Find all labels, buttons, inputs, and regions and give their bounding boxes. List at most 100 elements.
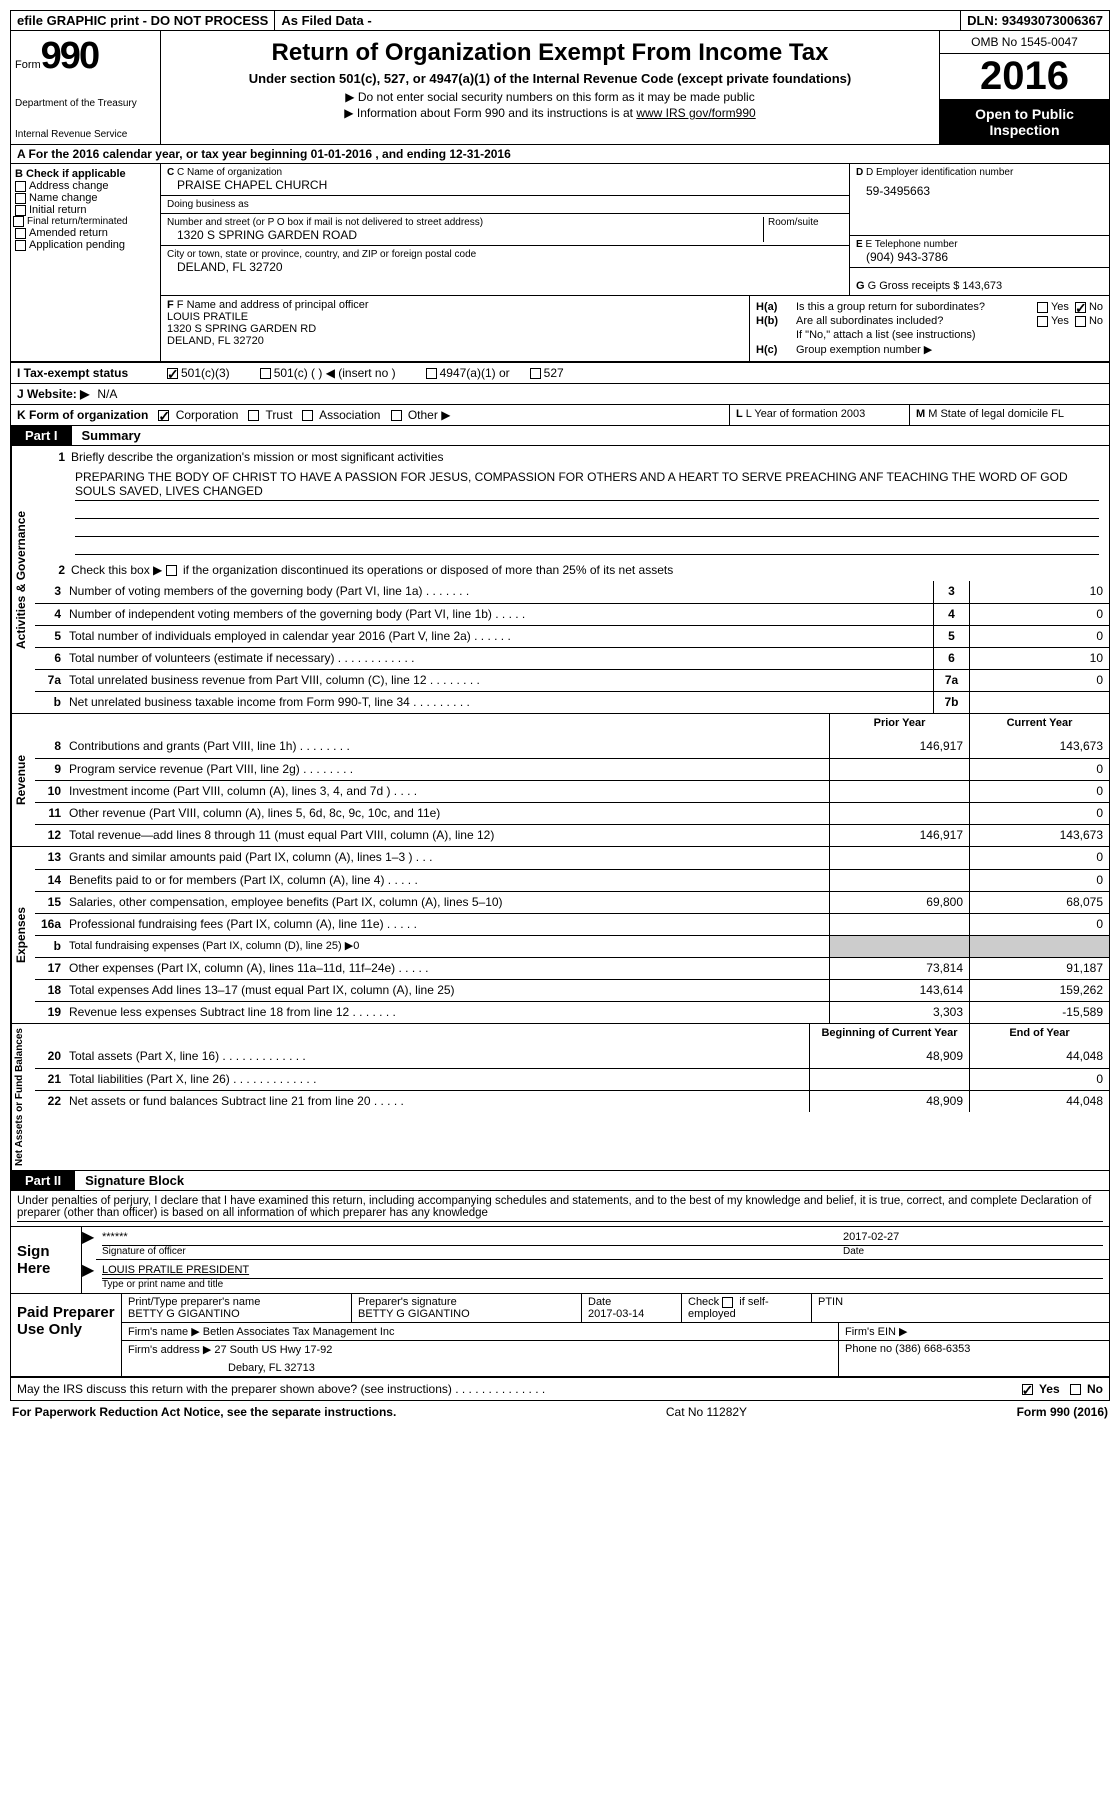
h-note: If "No," attach a list (see instructions…: [756, 329, 1103, 341]
header-right: OMB No 1545-0047 2016 Open to Public Ins…: [939, 31, 1109, 144]
col-cdefg: C C Name of organization PRAISE CHAPEL C…: [161, 164, 1109, 361]
check-527[interactable]: [530, 368, 541, 379]
omb-number: OMB No 1545-0047: [940, 31, 1109, 54]
ha-no[interactable]: [1075, 302, 1086, 313]
gov-line: 6Total number of volunteers (estimate if…: [35, 647, 1109, 669]
ha-yes[interactable]: [1037, 302, 1048, 313]
gov-line: 7aTotal unrelated business revenue from …: [35, 669, 1109, 691]
dln: DLN: 93493073006367: [961, 11, 1109, 30]
exp-line: 15Salaries, other compensation, employee…: [35, 891, 1109, 913]
col-c-wrap: C C Name of organization PRAISE CHAPEL C…: [161, 164, 1109, 295]
check-final[interactable]: Final return/terminated: [15, 216, 156, 227]
ein-value: 59-3495663: [856, 178, 1103, 198]
bottom-row: For Paperwork Reduction Act Notice, see …: [10, 1401, 1110, 1423]
exp-line: 19Revenue less expenses Subtract line 18…: [35, 1001, 1109, 1023]
col-k: K Form of organization Corporation Trust…: [11, 405, 729, 425]
col-b-header: B Check if applicable: [15, 168, 156, 180]
check-amended[interactable]: Amended return: [15, 227, 156, 239]
prep-date: 2017-03-14: [588, 1308, 675, 1320]
rev-line: 8Contributions and grants (Part VIII, li…: [35, 736, 1109, 758]
check-501c3[interactable]: [167, 368, 178, 379]
net-header: Beginning of Current Year End of Year: [35, 1024, 1109, 1046]
exp-content: 13Grants and similar amounts paid (Part …: [35, 847, 1109, 1023]
dln-value: 93493073006367: [1002, 13, 1103, 28]
part1-title: Summary: [72, 426, 151, 445]
header-mid: Return of Organization Exempt From Incom…: [161, 31, 939, 144]
cat-no: Cat No 11282Y: [666, 1405, 747, 1419]
pra-notice: For Paperwork Reduction Act Notice, see …: [12, 1405, 396, 1419]
check-assoc[interactable]: [302, 410, 313, 421]
tax-year: 2016: [940, 54, 1109, 100]
form-subtitle: Under section 501(c), 527, or 4947(a)(1)…: [171, 71, 929, 86]
firm-addr1: 27 South US Hwy 17-92: [214, 1344, 332, 1356]
sig-officer-row: ****** Signature of officer 2017-02-27 D…: [96, 1227, 1109, 1260]
mission-text: PREPARING THE BODY OF CHRIST TO HAVE A P…: [75, 468, 1099, 501]
perjury-declaration: Under penalties of perjury, I declare th…: [11, 1191, 1109, 1227]
col-de: D D Employer identification number 59-34…: [849, 164, 1109, 295]
summary-expenses: Expenses 13Grants and similar amounts pa…: [11, 846, 1109, 1023]
check-pending[interactable]: Application pending: [15, 239, 156, 251]
vert-revenue: Revenue: [11, 714, 35, 846]
rev-line: 11Other revenue (Part VIII, column (A), …: [35, 802, 1109, 824]
discuss-no[interactable]: [1070, 1384, 1081, 1395]
irs-link[interactable]: www IRS gov/form990: [636, 106, 755, 120]
col-h: H(a) Is this a group return for subordin…: [749, 296, 1109, 361]
check-address[interactable]: Address change: [15, 180, 156, 192]
line2: 2 Check this box ▶ if the organization d…: [35, 559, 1109, 581]
summary-netassets: Net Assets or Fund Balances Beginning of…: [11, 1023, 1109, 1170]
net-line: 22Net assets or fund balances Subtract l…: [35, 1090, 1109, 1112]
part2-header: Part II Signature Block: [11, 1170, 1109, 1191]
firm-ein: Firm's EIN ▶: [839, 1323, 1109, 1340]
officer-name: LOUIS PRATILE: [167, 311, 743, 323]
check-name[interactable]: Name change: [15, 192, 156, 204]
check-self-employed[interactable]: [722, 1297, 733, 1308]
firm-addr2: Debary, FL 32713: [128, 1356, 832, 1374]
paid-preparer-row: Paid Preparer Use Only Print/Type prepar…: [11, 1293, 1109, 1377]
part2-title: Signature Block: [75, 1171, 194, 1190]
rev-line: 9Program service revenue (Part VIII, lin…: [35, 758, 1109, 780]
check-501c[interactable]: [260, 368, 271, 379]
officer-city: DELAND, FL 32720: [167, 335, 743, 347]
h-a: H(a) Is this a group return for subordin…: [756, 301, 1103, 313]
gov-line: 5Total number of individuals employed in…: [35, 625, 1109, 647]
website-value: N/A: [97, 387, 117, 401]
vert-netassets: Net Assets or Fund Balances: [11, 1024, 35, 1170]
discuss-row: May the IRS discuss this return with the…: [11, 1377, 1109, 1400]
officer-typed-name: LOUIS PRATILE PRESIDENT: [102, 1262, 1103, 1279]
check-initial[interactable]: Initial return: [15, 204, 156, 216]
discuss-yes[interactable]: [1022, 1384, 1033, 1395]
city-cell: City or town, state or province, country…: [161, 246, 849, 277]
vert-expenses: Expenses: [11, 847, 35, 1023]
dba-cell: Doing business as: [161, 196, 849, 214]
ein-cell: D D Employer identification number 59-34…: [850, 164, 1109, 236]
check-other[interactable]: [391, 410, 402, 421]
prep-right: Print/Type preparer's name BETTY G GIGAN…: [121, 1294, 1109, 1376]
header-row: Form990 Department of the Treasury Inter…: [11, 31, 1109, 145]
col-b-checkboxes: B Check if applicable Address change Nam…: [11, 164, 161, 361]
check-trust[interactable]: [248, 410, 259, 421]
exp-line: 14Benefits paid to or for members (Part …: [35, 869, 1109, 891]
col-c: C C Name of organization PRAISE CHAPEL C…: [161, 164, 849, 295]
hb-yes[interactable]: [1037, 316, 1048, 327]
gov-line: bNet unrelated business taxable income f…: [35, 691, 1109, 713]
check-discontinued[interactable]: [166, 565, 177, 576]
check-corp[interactable]: [158, 410, 169, 421]
net-content: Beginning of Current Year End of Year 20…: [35, 1024, 1109, 1170]
org-name-cell: C C Name of organization PRAISE CHAPEL C…: [161, 164, 849, 196]
col-l: L L Year of formation 2003: [729, 405, 909, 425]
preparer-sig: BETTY G GIGANTINO: [358, 1308, 575, 1320]
hb-no[interactable]: [1075, 316, 1086, 327]
part1-num: Part I: [11, 426, 72, 445]
gov-line: 4Number of independent voting members of…: [35, 603, 1109, 625]
preparer-name: BETTY G GIGANTINO: [128, 1308, 345, 1320]
exp-line: 17Other expenses (Part IX, column (A), l…: [35, 957, 1109, 979]
mission-label: Briefly describe the organization's miss…: [65, 450, 1105, 464]
form-title: Return of Organization Exempt From Incom…: [171, 39, 929, 67]
org-name: PRAISE CHAPEL CHURCH: [167, 178, 843, 192]
mission-block: PREPARING THE BODY OF CHRIST TO HAVE A P…: [35, 464, 1109, 559]
sig-name-row: LOUIS PRATILE PRESIDENT Type or print na…: [96, 1260, 1109, 1292]
vert-governance: Activities & Governance: [11, 446, 35, 713]
check-4947[interactable]: [426, 368, 437, 379]
part2-num: Part II: [11, 1171, 75, 1190]
sig-date: 2017-02-27: [843, 1229, 1103, 1246]
